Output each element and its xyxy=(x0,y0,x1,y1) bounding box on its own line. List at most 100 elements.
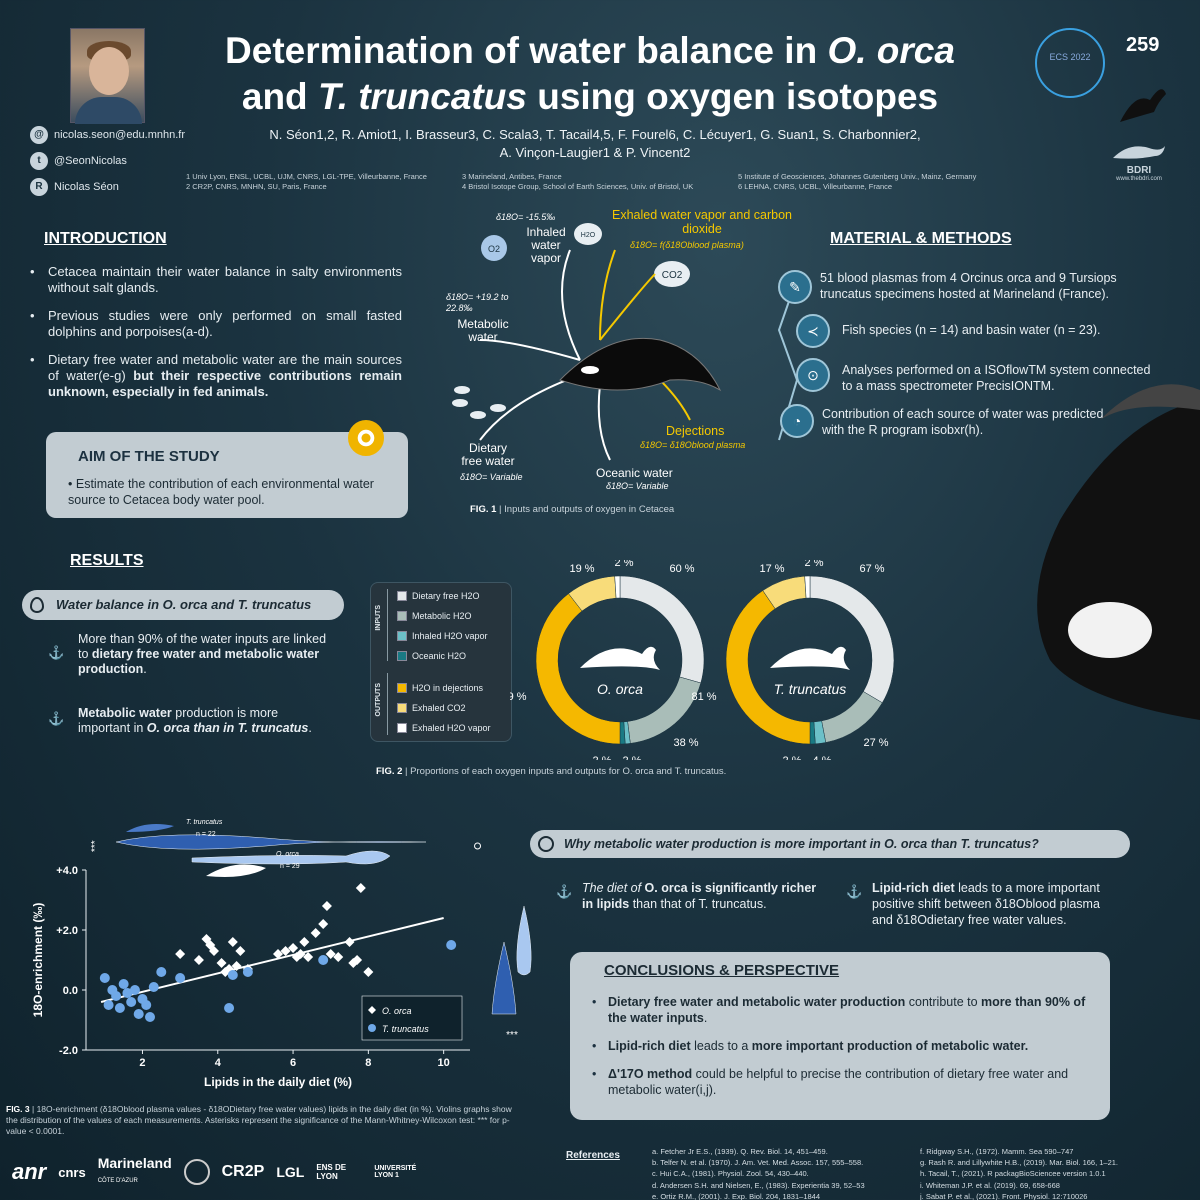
scatter-point xyxy=(224,1003,235,1013)
analysis-icon: ⊙ xyxy=(796,358,830,392)
poster-title: Determination of water balance in O. orc… xyxy=(225,30,955,117)
fig1-diagram: O2 H2O CO2 xyxy=(452,223,722,461)
water-drop-icon xyxy=(30,597,44,613)
fish-icons xyxy=(452,386,506,419)
inhaled-arrow xyxy=(561,249,581,361)
list-item: Cetacea maintain their water balance in … xyxy=(30,264,402,296)
fig2-caption: FIG. 2 | Proportions of each oxygen inpu… xyxy=(376,766,727,777)
donut-percent-label: 2 % xyxy=(805,560,824,569)
legend-marker xyxy=(368,1024,376,1032)
scatter-point xyxy=(295,949,306,959)
orca-silhouette-icon xyxy=(1120,89,1166,122)
scatter-point xyxy=(122,988,133,998)
donut-percent-label: 67 % xyxy=(859,563,884,575)
donut-percent-label: 27 % xyxy=(863,737,888,749)
scatter-point xyxy=(352,955,363,965)
why-item: Lipid-rich diet leads to a more importan… xyxy=(872,881,1100,927)
ens-logo: ENS DE LYON xyxy=(316,1163,347,1181)
donut-percent-label: 2 % xyxy=(623,755,642,760)
dolphin-icon xyxy=(1113,146,1165,159)
lyon1-logo: UNIVERSITÉ LYON 1 xyxy=(374,1165,417,1179)
x-tick-label: 4 xyxy=(215,1057,222,1069)
whale-tail-icon: ⚓ xyxy=(846,884,863,899)
scatter-point xyxy=(288,943,299,953)
scatter-point xyxy=(111,991,122,1001)
introduction-heading: INTRODUCTION xyxy=(44,230,167,247)
question-icon xyxy=(538,836,554,852)
conference-logo: ECS 2022 xyxy=(1035,28,1105,98)
donut-percent-label: 81 % xyxy=(691,691,716,703)
marineland-logo: Marineland CÔTE D'AZUR xyxy=(97,1155,172,1184)
donut-output-slice xyxy=(614,575,621,599)
scatter-point xyxy=(355,883,366,893)
scatter-point xyxy=(145,1012,155,1022)
whale-tail-icon: ⚓ xyxy=(48,711,65,726)
orca-eyepatch xyxy=(581,366,599,374)
donut-percent-label: 38 % xyxy=(673,737,698,749)
inhaled-label: Inhaled water vapor xyxy=(526,225,566,265)
cnrs-logo: cnrs xyxy=(58,1164,86,1180)
dolphin-icon xyxy=(126,824,174,832)
x-tick-label: 8 xyxy=(365,1057,371,1069)
metabolic-arrow xyxy=(479,339,581,361)
cr2p-logo: CR2P xyxy=(221,1163,265,1180)
lgl-logo: LGL xyxy=(276,1164,305,1180)
donut-percent-label: 4 % xyxy=(813,755,832,760)
x-tick-label: 6 xyxy=(290,1057,296,1069)
donut-title: O. orca xyxy=(597,681,643,697)
method-item: Fish species (n = 14) and basin water (n… xyxy=(842,323,1101,337)
donut-output-slice xyxy=(804,575,811,599)
scatter-point xyxy=(318,955,329,965)
twitter-icon: t xyxy=(30,152,48,170)
contact-researchgate[interactable]: R Nicolas Séon xyxy=(30,178,119,196)
scatter-point xyxy=(129,985,140,995)
scatter-point xyxy=(333,952,344,962)
o2-label: O2 xyxy=(488,244,500,254)
scatter-point xyxy=(175,973,186,983)
donut-output-slice xyxy=(535,593,621,745)
partner-logos: anr cnrs Marineland CÔTE D'AZUR CR2P LGL … xyxy=(0,1148,548,1196)
scatter-point xyxy=(175,949,186,959)
scatter-point xyxy=(103,1000,114,1010)
exhaled-arrow xyxy=(599,249,616,341)
donut-input-slice xyxy=(821,691,883,743)
y-tick-label: -2.0 xyxy=(59,1045,78,1057)
y-tick-label: +4.0 xyxy=(56,865,78,877)
mail-icon: @ xyxy=(30,126,48,144)
donut-percent-label: 2 % xyxy=(615,560,634,569)
affiliations-col2: 3 Marineland, Antibes, France 4 Bristol I… xyxy=(462,172,694,191)
donut-percent-label: 19 % xyxy=(569,563,594,575)
tursiops-violin-horizontal xyxy=(115,834,427,850)
fish-icon: ≺ xyxy=(796,314,830,348)
x-tick-label: 2 xyxy=(139,1057,145,1069)
fig1-caption: FIG. 1 | Inputs and outputs of oxygen in… xyxy=(470,504,675,515)
result-item: Metabolic water production is more impor… xyxy=(78,706,312,735)
orca-violin-horizontal xyxy=(191,850,391,865)
whale-tail-icon: ⚓ xyxy=(48,645,65,660)
donut-percent-label: 79 % xyxy=(510,691,527,703)
h2o-cloud xyxy=(574,223,602,245)
y-axis-label: 18O-enrichment (‰) xyxy=(31,903,45,1018)
list-item: Dietary free water and metabolic water a… xyxy=(30,352,402,400)
scatter-point xyxy=(318,919,329,929)
y-tick-label: +2.0 xyxy=(56,925,78,937)
scatter-point xyxy=(227,970,238,980)
contact-twitter[interactable]: t @SeonNicolas xyxy=(30,152,127,170)
author-photo xyxy=(70,28,145,124)
violin-annotation: n = 29 xyxy=(280,863,300,870)
bdri-logo: BDRI www.thebdri.com xyxy=(1105,140,1173,182)
scatter-point xyxy=(209,946,219,956)
orca-violin-vertical xyxy=(516,905,532,976)
dejections-value: δ18O= δ18Oblood plasma xyxy=(640,440,746,450)
donut-percent-label: 2 % xyxy=(783,755,802,760)
oceanic-value: δ18O= Variable xyxy=(606,481,669,491)
contact-email[interactable]: @ nicolas.seon@edu.mnhn.fr xyxy=(30,126,185,144)
co2-label: CO2 xyxy=(662,270,683,281)
methods-heading: MATERIAL & METHODS xyxy=(830,230,1012,247)
scatter-point xyxy=(99,973,110,983)
why-item: The diet of O. orca is significantly ric… xyxy=(582,881,817,911)
scatter-point xyxy=(299,937,310,947)
violin-annotation: T. truncatus xyxy=(186,819,223,826)
dejection-arrow xyxy=(659,379,691,421)
oceanic-arrow xyxy=(597,384,611,461)
